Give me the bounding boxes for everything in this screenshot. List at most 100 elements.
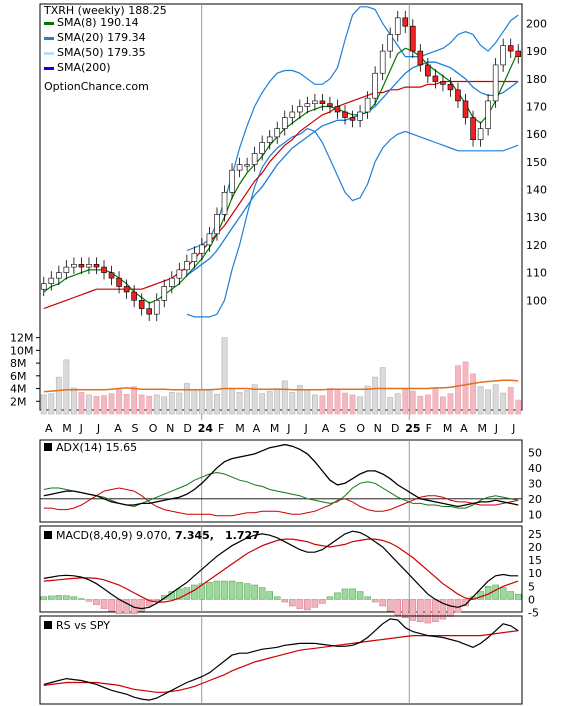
volume-bar xyxy=(176,392,183,415)
macd-histogram-bar xyxy=(115,599,123,615)
volume-bar xyxy=(485,389,491,415)
adx-panel-frame xyxy=(39,439,523,523)
macd-tick-label: -5 xyxy=(528,607,539,620)
x-axis-label: 24 xyxy=(198,422,214,435)
candle-body xyxy=(364,97,371,113)
macd-histogram-bar xyxy=(432,599,439,622)
volume-bar xyxy=(424,394,431,415)
macd-histogram-bar xyxy=(289,599,296,607)
sma8-line xyxy=(43,47,519,304)
adx-tick-label: 30 xyxy=(528,477,542,490)
volume-bar xyxy=(274,388,281,415)
sma50-red-line xyxy=(43,80,519,310)
macd-title: MACD(8,40,9) 9.070, xyxy=(56,529,171,542)
volume-bar xyxy=(462,361,469,415)
minus-di-line xyxy=(43,487,519,517)
price-tick-label: 140 xyxy=(526,184,547,197)
candle-body xyxy=(221,192,228,215)
adx-tick-label: 10 xyxy=(528,508,542,521)
macd-histogram-bar xyxy=(123,599,130,615)
candle-body xyxy=(108,272,115,279)
volume-bar xyxy=(281,380,288,415)
x-axis-label: M xyxy=(62,422,72,435)
rs-legend-swatch xyxy=(44,621,52,629)
candle-body xyxy=(259,142,265,154)
macd-histogram-bar xyxy=(296,599,304,609)
volume-bar xyxy=(379,367,386,415)
volume-bar xyxy=(123,394,130,415)
x-axis-label: D xyxy=(391,422,399,435)
macd-histogram-bar xyxy=(258,587,266,600)
candle-body xyxy=(40,283,47,290)
candle-body xyxy=(485,100,491,129)
volume-bar xyxy=(191,389,198,415)
candle-body xyxy=(236,164,243,171)
macd-legend-swatch xyxy=(44,531,52,539)
candle-body xyxy=(334,106,341,113)
candle-body xyxy=(477,128,484,140)
candle-body xyxy=(515,50,522,57)
volume-tick-label: 2M xyxy=(10,395,27,408)
macd-histogram-bar xyxy=(266,591,273,600)
price-tick-label: 120 xyxy=(526,239,547,252)
adx-tick-label: 50 xyxy=(528,446,542,459)
x-axis-label: S xyxy=(339,422,346,435)
volume-bar xyxy=(507,387,514,415)
volume-bar xyxy=(244,390,250,415)
candle-body xyxy=(470,117,476,140)
candle-body xyxy=(229,169,235,193)
macd-histogram-bar xyxy=(191,584,198,600)
candle-body xyxy=(417,50,424,66)
candle-body xyxy=(56,272,62,279)
macd-histogram-bar xyxy=(356,591,364,600)
macd-histogram-bar xyxy=(409,599,417,621)
x-axis-label: F xyxy=(218,422,224,435)
candle-body xyxy=(101,266,107,273)
candle-body xyxy=(281,117,288,129)
candle-body xyxy=(116,277,122,287)
macd-histogram-bar xyxy=(183,587,191,600)
volume-bar xyxy=(108,393,115,415)
candle-body xyxy=(199,244,205,254)
volume-bar xyxy=(55,376,62,415)
volume-bar xyxy=(116,389,122,415)
volume-bar xyxy=(312,394,318,415)
macd-histogram-bar xyxy=(334,592,341,600)
candle-body xyxy=(63,266,70,273)
candle-body xyxy=(372,72,378,99)
volume-bar xyxy=(402,388,409,415)
bollinger-upper-band xyxy=(186,6,519,252)
price-tick-label: 150 xyxy=(526,156,547,169)
macd-histogram-bar xyxy=(251,584,258,600)
macd-histogram-bar xyxy=(439,599,447,620)
volume-tick-label: 6M xyxy=(10,370,27,383)
macd-tick-label: 20 xyxy=(528,541,542,554)
volume-bar xyxy=(492,384,499,415)
macd-histogram-bar xyxy=(462,599,469,607)
volume-bar xyxy=(153,394,160,415)
volume-bar xyxy=(296,385,303,415)
macd-histogram-bar xyxy=(153,599,160,601)
macd-histogram-bar xyxy=(514,593,522,600)
volume-tick-label: 4M xyxy=(10,383,27,396)
macd-histogram-bar xyxy=(499,587,507,600)
macd-tick-label: 15 xyxy=(528,554,542,567)
volume-bar xyxy=(266,390,273,415)
adx-line xyxy=(43,443,519,508)
adx-tick-label: 40 xyxy=(528,462,542,475)
volume-tick-label: 10M xyxy=(10,344,34,357)
legend-label: SMA(50) 179.35 xyxy=(57,46,146,59)
macd-histogram-bar xyxy=(341,588,349,600)
candle-body xyxy=(455,89,461,102)
price-tick-label: 130 xyxy=(526,211,547,224)
macd-histogram-bar xyxy=(304,599,311,611)
x-axis-label: D xyxy=(183,422,191,435)
candle-body xyxy=(425,64,431,77)
volume-tick-label: 8M xyxy=(10,357,27,370)
volume-bar xyxy=(470,373,476,415)
volume-bar xyxy=(432,388,439,415)
volume-bar xyxy=(394,393,401,415)
macd-histogram-bar xyxy=(424,599,432,624)
watermark-label: OptionChance.com xyxy=(44,80,149,93)
